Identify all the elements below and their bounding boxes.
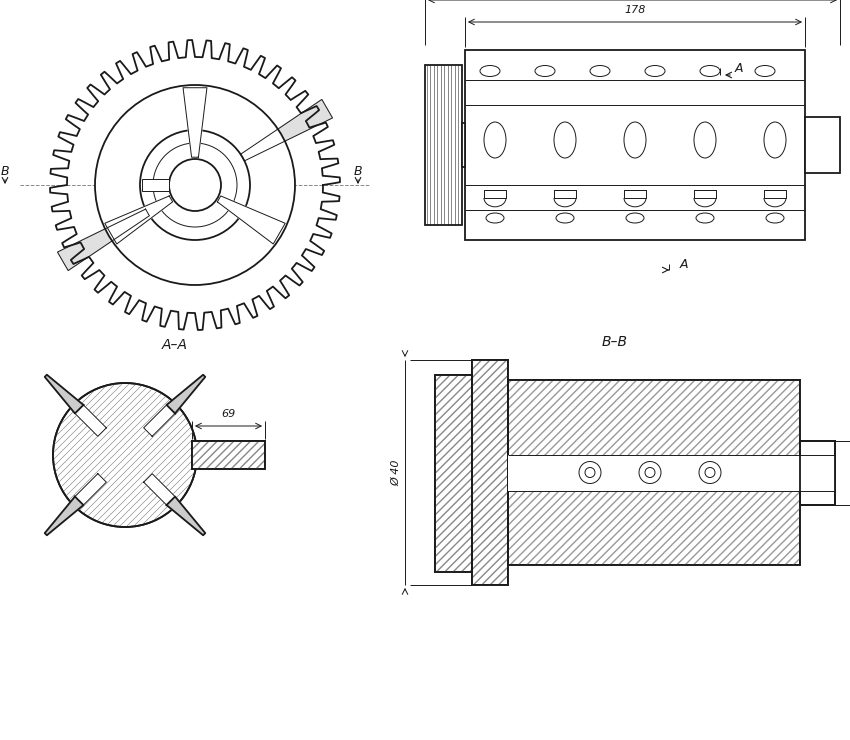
Polygon shape: [241, 99, 332, 161]
Bar: [508, 380, 800, 565]
Ellipse shape: [624, 122, 646, 158]
Circle shape: [699, 462, 721, 483]
Circle shape: [53, 383, 197, 527]
Bar: [465, 50, 805, 240]
Polygon shape: [74, 404, 106, 437]
Polygon shape: [74, 474, 106, 506]
Bar: [425, 65, 462, 225]
Polygon shape: [45, 374, 83, 414]
Polygon shape: [58, 209, 150, 271]
Text: B: B: [1, 165, 9, 178]
Ellipse shape: [700, 66, 720, 76]
Bar: [192, 441, 265, 469]
Text: 178: 178: [624, 5, 646, 15]
Polygon shape: [144, 404, 176, 437]
Bar: [508, 380, 800, 565]
Ellipse shape: [486, 213, 504, 223]
Polygon shape: [183, 88, 207, 157]
Bar: [435, 375, 472, 572]
Ellipse shape: [645, 66, 665, 76]
Circle shape: [169, 159, 221, 211]
Circle shape: [140, 130, 250, 240]
Bar: [472, 360, 508, 585]
Bar: [805, 117, 840, 173]
Bar: [142, 179, 169, 191]
Ellipse shape: [556, 213, 574, 223]
Ellipse shape: [590, 66, 610, 76]
Ellipse shape: [694, 122, 716, 158]
Ellipse shape: [535, 66, 555, 76]
Circle shape: [705, 468, 715, 477]
Polygon shape: [167, 374, 205, 414]
Bar: [484, 190, 506, 198]
Bar: [764, 190, 786, 198]
Bar: [435, 375, 472, 572]
Bar: [435, 375, 472, 572]
Circle shape: [645, 468, 655, 477]
Bar: [462, 123, 465, 167]
Ellipse shape: [480, 66, 500, 76]
Bar: [508, 454, 835, 491]
Bar: [800, 440, 835, 505]
Ellipse shape: [755, 66, 775, 76]
Bar: [554, 190, 576, 198]
Circle shape: [579, 462, 601, 483]
Polygon shape: [50, 40, 340, 330]
Polygon shape: [105, 196, 173, 244]
Ellipse shape: [766, 213, 784, 223]
Bar: [472, 360, 508, 585]
Text: B–B: B–B: [602, 335, 628, 349]
Ellipse shape: [764, 122, 786, 158]
Ellipse shape: [554, 122, 576, 158]
Polygon shape: [218, 196, 286, 244]
Text: A: A: [680, 258, 688, 271]
Polygon shape: [144, 474, 176, 506]
Bar: [508, 380, 800, 565]
Ellipse shape: [626, 213, 644, 223]
Bar: [800, 440, 835, 505]
Ellipse shape: [484, 122, 506, 158]
Bar: [624, 190, 646, 198]
Bar: [472, 360, 508, 585]
Text: 69: 69: [221, 409, 235, 419]
Circle shape: [95, 85, 295, 285]
Text: Ø 40: Ø 40: [391, 460, 401, 485]
Circle shape: [585, 468, 595, 477]
Text: A: A: [735, 62, 744, 75]
Bar: [192, 441, 265, 469]
Bar: [192, 441, 265, 469]
Polygon shape: [167, 497, 205, 535]
Text: A–A: A–A: [162, 338, 188, 352]
Text: B: B: [354, 165, 362, 178]
Ellipse shape: [696, 213, 714, 223]
Bar: [694, 190, 716, 198]
Circle shape: [639, 462, 661, 483]
Polygon shape: [45, 497, 83, 535]
